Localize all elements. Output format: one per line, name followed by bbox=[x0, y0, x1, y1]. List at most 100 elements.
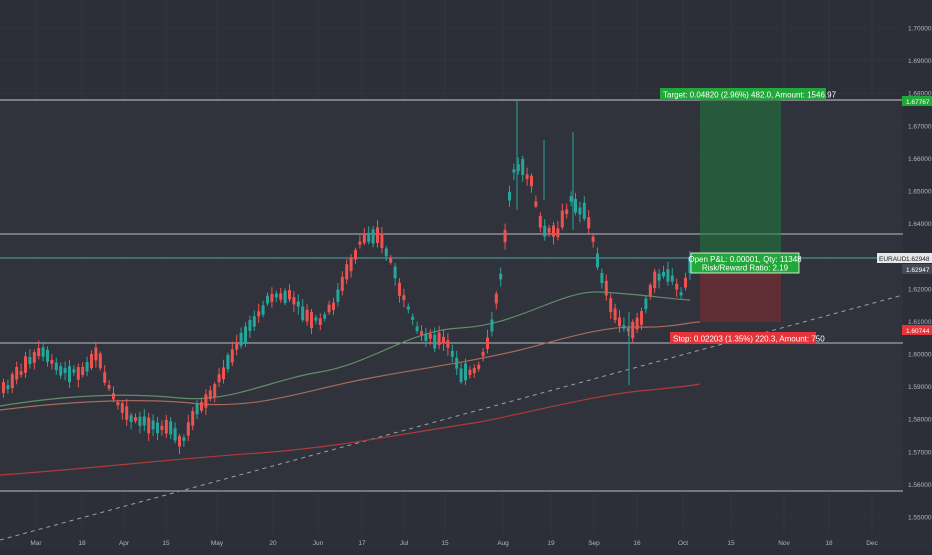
time-tick-label: 15 bbox=[441, 540, 449, 547]
candle-body bbox=[587, 217, 591, 229]
candle-body bbox=[107, 384, 111, 389]
time-tick-label: Dec bbox=[866, 540, 878, 547]
time-tick-label: May bbox=[211, 540, 224, 547]
candle-body bbox=[340, 276, 344, 291]
candle-body bbox=[314, 317, 318, 321]
candle-body bbox=[213, 384, 217, 398]
candle-body bbox=[129, 415, 133, 423]
current-price-tag-label: 1.62947 bbox=[906, 267, 930, 274]
candle-body bbox=[257, 311, 261, 317]
time-tick-label: 20 bbox=[269, 540, 277, 547]
candle-body bbox=[679, 292, 683, 296]
candle-body bbox=[442, 336, 445, 344]
pnl-label: Open P&L: 0.00001, Qty: 11348 bbox=[688, 255, 802, 264]
target-zone[interactable] bbox=[700, 100, 781, 258]
price-tick-label: 1.64000 bbox=[908, 221, 932, 228]
candle-body bbox=[142, 416, 146, 426]
time-axis[interactable]: Mar 18 Apr 15 May 20 Jun 17 Jul 15 Aug 19 Sep 16 Oct 15… bbox=[30, 540, 878, 547]
candle-body bbox=[230, 349, 234, 363]
candle-body bbox=[274, 293, 278, 298]
current-price-tag-bg bbox=[902, 264, 932, 274]
risk-reward-label: Risk/Reward Ratio: 2.19 bbox=[702, 264, 789, 273]
candle-body bbox=[415, 326, 419, 332]
price-tick-label: 1.58000 bbox=[908, 417, 932, 424]
candle-body bbox=[653, 271, 657, 289]
candle-body bbox=[208, 390, 212, 400]
candle-body bbox=[134, 417, 137, 422]
candle-body bbox=[41, 347, 45, 357]
candle-body bbox=[631, 321, 635, 339]
stop-price-tag: 1.60744 bbox=[902, 325, 932, 335]
candle-body bbox=[156, 422, 159, 434]
pnl-label-box[interactable]: Open P&L: 0.00001, Qty: 11348 Risk/Rewar… bbox=[688, 252, 802, 274]
candle-body bbox=[538, 215, 542, 228]
candle-body bbox=[68, 366, 71, 383]
target-label: Target: 0.04820 (2.96%) 482.0, Amount: 1… bbox=[663, 91, 837, 100]
time-tick-label: 15 bbox=[727, 540, 735, 547]
candle-body bbox=[125, 406, 129, 420]
candle-body bbox=[389, 258, 393, 263]
candle-body bbox=[323, 314, 327, 319]
candle-body bbox=[252, 316, 256, 327]
candle-body bbox=[490, 319, 494, 332]
candle-body bbox=[279, 293, 283, 300]
candle-body bbox=[81, 366, 85, 375]
candle-body bbox=[503, 230, 507, 243]
candle-body bbox=[310, 311, 313, 329]
candle-body bbox=[675, 283, 679, 290]
price-tick-label: 1.56000 bbox=[908, 482, 932, 489]
candle-body bbox=[565, 209, 569, 214]
candle-body bbox=[226, 355, 230, 370]
time-tick-label: Sep bbox=[588, 540, 600, 547]
candle-body bbox=[644, 298, 648, 310]
candle-body bbox=[15, 367, 19, 380]
stop-price-tag-label: 1.60744 bbox=[906, 328, 930, 335]
candle-body bbox=[450, 350, 454, 357]
candle-body bbox=[24, 356, 27, 373]
candle-body bbox=[292, 297, 296, 305]
candle-body bbox=[582, 202, 586, 219]
price-tick-label: 1.61000 bbox=[908, 319, 932, 326]
candle-body bbox=[552, 225, 555, 237]
candle-body bbox=[591, 236, 595, 242]
candle-body bbox=[301, 306, 305, 321]
candle-body bbox=[169, 421, 173, 435]
candle-body bbox=[424, 333, 428, 341]
candle-body bbox=[446, 340, 450, 348]
candle-body bbox=[596, 253, 599, 268]
candle-body bbox=[384, 248, 388, 257]
candle-body bbox=[222, 367, 225, 380]
candle-body bbox=[640, 311, 643, 325]
candle-body bbox=[266, 295, 269, 304]
price-axis[interactable] bbox=[903, 0, 932, 550]
price-tick-label: 1.62000 bbox=[908, 286, 932, 293]
candle-body bbox=[684, 277, 687, 288]
candle-body bbox=[486, 337, 489, 349]
candle-body bbox=[349, 257, 353, 272]
candle-body bbox=[244, 326, 247, 344]
candle-body bbox=[151, 420, 155, 430]
price-tick-label: 1.57000 bbox=[908, 449, 932, 456]
last-price-tag-label: 1.62948 bbox=[906, 256, 930, 263]
candle-body bbox=[398, 282, 401, 296]
candle-body bbox=[204, 394, 208, 408]
price-tick-label: 1.55000 bbox=[908, 515, 932, 522]
candle-body bbox=[46, 349, 49, 362]
candle-body bbox=[182, 437, 186, 441]
stop-label-box[interactable]: Stop: 0.02203 (1.35%) 220.3, Amount: 750 bbox=[670, 332, 825, 344]
time-tick-label: Mar bbox=[30, 540, 42, 547]
candle-body bbox=[560, 210, 564, 228]
candlestick-series[interactable] bbox=[2, 100, 701, 455]
price-tick-label: 1.60000 bbox=[908, 352, 932, 359]
time-tick-label: Aug bbox=[497, 540, 509, 547]
target-label-box[interactable]: Target: 0.04820 (2.96%) 482.0, Amount: 1… bbox=[660, 88, 837, 100]
candle-body bbox=[32, 352, 36, 363]
stop-price-tag-bg bbox=[902, 325, 932, 335]
time-tick-label: Apr bbox=[119, 540, 130, 547]
candle-body bbox=[481, 351, 485, 357]
candle-body bbox=[160, 425, 164, 430]
candle-body bbox=[635, 317, 639, 330]
candle-body bbox=[178, 436, 181, 447]
